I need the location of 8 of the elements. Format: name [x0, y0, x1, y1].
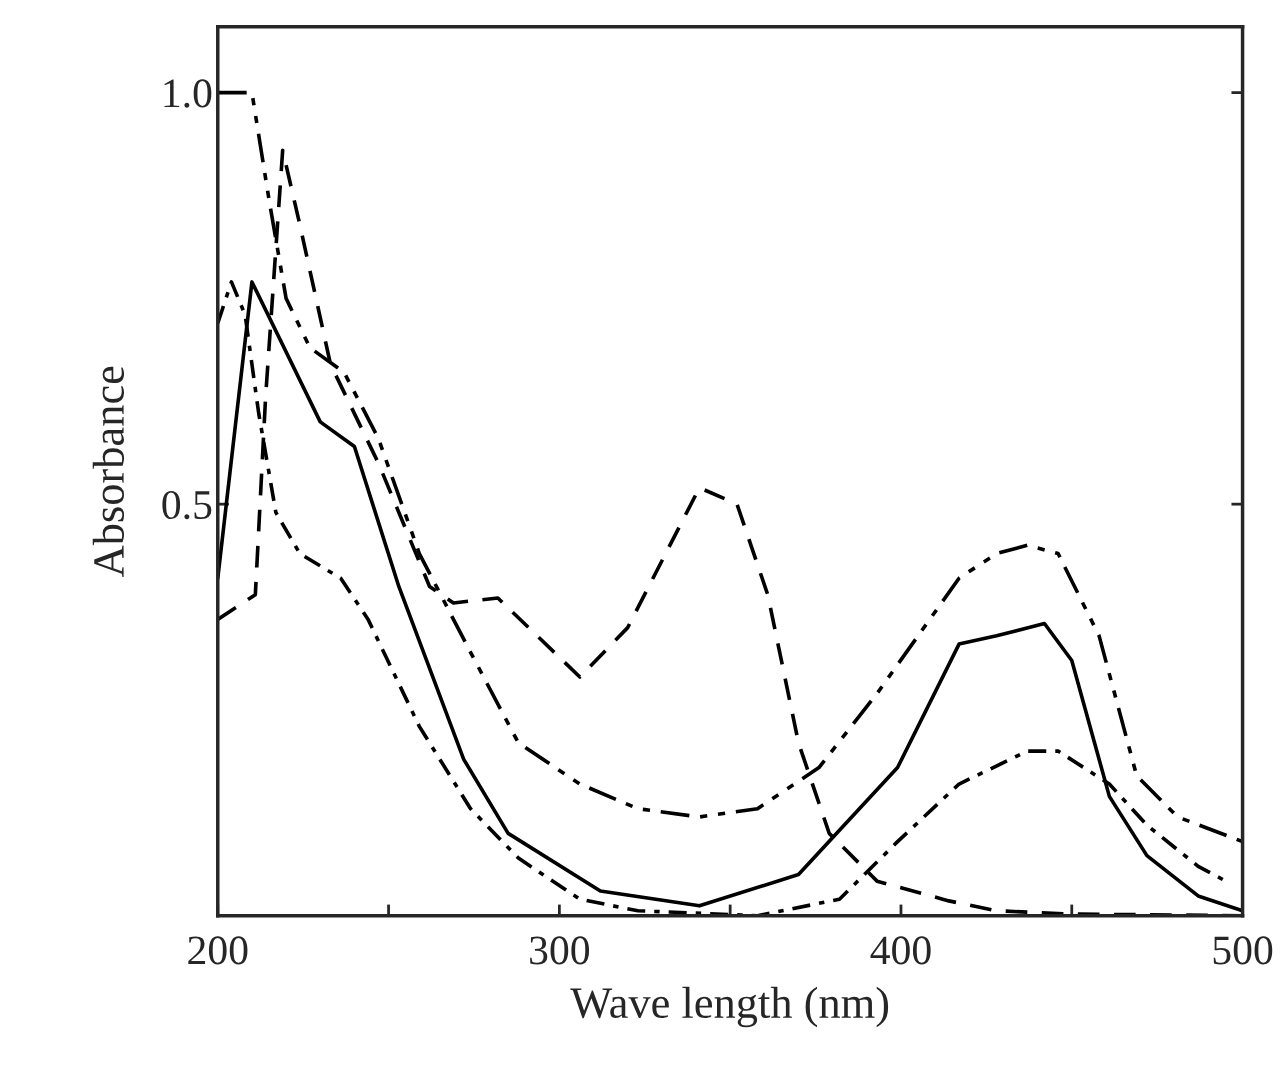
x-tick-label: 300 — [530, 936, 590, 965]
x-axis-title: Wave length (nm) — [570, 986, 889, 1028]
x-tick-label: 200 — [188, 936, 248, 965]
y-tick-label: 1.0 — [164, 79, 212, 108]
x-tick-label: 500 — [1213, 936, 1273, 965]
y-axis-title: Absorbance — [92, 366, 125, 577]
y-tick-label: 0.5 — [162, 490, 212, 520]
x-tick-label: 400 — [870, 936, 931, 965]
